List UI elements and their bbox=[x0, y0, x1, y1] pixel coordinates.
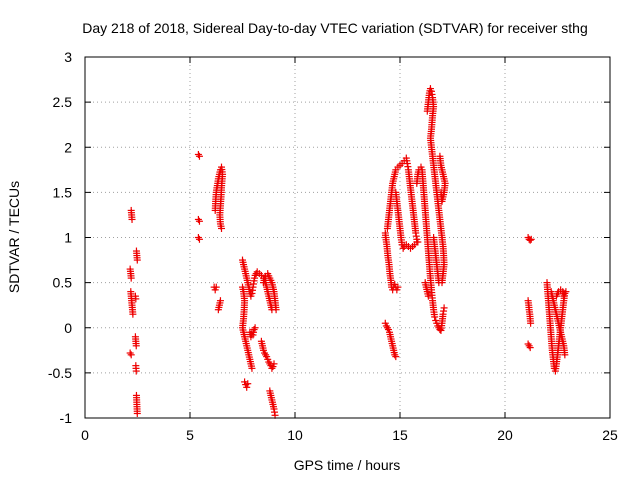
x-tick-label: 20 bbox=[497, 427, 513, 443]
y-tick-label: -0.5 bbox=[48, 365, 72, 381]
data-point bbox=[436, 326, 444, 334]
x-tick-label: 5 bbox=[186, 427, 194, 443]
data-point bbox=[440, 304, 448, 312]
data-point bbox=[126, 349, 134, 357]
data-point bbox=[127, 274, 135, 282]
y-tick-label: -1 bbox=[60, 410, 73, 426]
data-point bbox=[527, 235, 535, 243]
y-axis-label: SDTVAR / TECUs bbox=[6, 181, 22, 293]
data-point bbox=[251, 324, 259, 332]
data-point bbox=[128, 215, 136, 223]
y-tick-label: 3 bbox=[64, 49, 72, 65]
data-point bbox=[560, 292, 568, 300]
data-point bbox=[394, 283, 402, 291]
data-point bbox=[129, 310, 137, 318]
data-points bbox=[126, 85, 570, 419]
x-axis-label: GPS time / hours bbox=[294, 457, 401, 473]
data-point bbox=[218, 224, 225, 232]
data-point bbox=[270, 360, 278, 368]
y-tick-label: 0 bbox=[64, 320, 72, 336]
data-point bbox=[526, 344, 534, 352]
data-point bbox=[132, 367, 140, 375]
data-point bbox=[132, 342, 140, 350]
data-point bbox=[561, 351, 569, 359]
x-tick-label: 10 bbox=[287, 427, 303, 443]
data-point bbox=[431, 313, 439, 321]
axis-ticks: 0 5 10 15 20 25 -1 -0.5 0 0.5 1 1.5 2 2.5 3 bbox=[48, 49, 618, 443]
data-point bbox=[133, 256, 141, 264]
chart-title: Day 218 of 2018, Sidereal Day-to-day VTE… bbox=[82, 20, 588, 36]
x-tick-label: 25 bbox=[602, 427, 618, 443]
data-point bbox=[194, 150, 202, 158]
data-point bbox=[437, 188, 445, 196]
data-point bbox=[243, 383, 251, 391]
data-point bbox=[132, 295, 140, 303]
data-point bbox=[435, 279, 443, 287]
data-point bbox=[195, 152, 203, 160]
data-point bbox=[127, 351, 135, 359]
data-point bbox=[413, 238, 421, 246]
data-point bbox=[244, 380, 252, 388]
data-point bbox=[216, 297, 224, 305]
data-point bbox=[526, 236, 534, 244]
data-point bbox=[424, 292, 432, 300]
data-point bbox=[194, 234, 202, 241]
y-tick-label: 1.5 bbox=[53, 184, 73, 200]
data-point bbox=[399, 244, 407, 252]
data-point bbox=[212, 283, 220, 291]
x-tick-label: 15 bbox=[392, 427, 408, 443]
x-tick-label: 0 bbox=[81, 427, 89, 443]
data-point bbox=[527, 319, 535, 327]
y-tick-label: 0.5 bbox=[53, 275, 73, 291]
data-point bbox=[392, 353, 400, 361]
data-point bbox=[195, 235, 203, 243]
data-point bbox=[195, 217, 203, 225]
data-point bbox=[268, 306, 276, 314]
data-point bbox=[248, 364, 256, 372]
y-tick-label: 2 bbox=[64, 139, 72, 155]
y-tick-label: 1 bbox=[64, 230, 72, 246]
data-point bbox=[525, 342, 533, 350]
data-point bbox=[194, 215, 202, 223]
y-tick-label: 2.5 bbox=[53, 94, 73, 110]
data-point bbox=[133, 409, 141, 417]
